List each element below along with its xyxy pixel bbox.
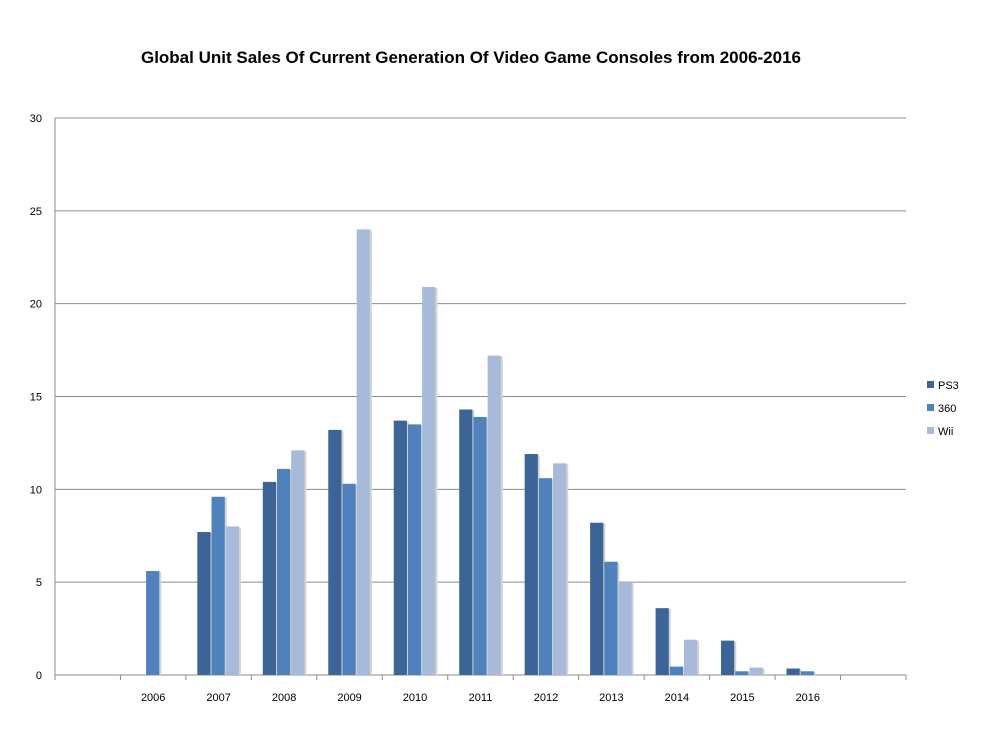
y-tick-label: 20 <box>30 299 42 311</box>
bar-wii-2015 <box>749 667 763 675</box>
legend-swatch-360 <box>927 404 934 411</box>
bar-ps3-2012 <box>524 454 538 675</box>
bar-360-2007 <box>211 496 225 675</box>
bar-ps3-2011 <box>459 409 473 675</box>
y-tick-label: 5 <box>36 577 42 589</box>
x-tick-label: 2008 <box>272 692 296 704</box>
y-tick-label: 10 <box>30 484 42 496</box>
x-tick-label: 2013 <box>599 692 623 704</box>
x-tick-label: 2016 <box>796 692 820 704</box>
bar-ps3-2007 <box>197 532 211 675</box>
bar-wii-2007 <box>225 526 239 675</box>
bar-360-2009 <box>342 483 356 675</box>
bar-wii-2010 <box>422 286 436 675</box>
bar-ps3-2009 <box>328 429 342 675</box>
bar-360-2013 <box>604 561 618 675</box>
y-tick-label: 15 <box>30 392 42 404</box>
x-tick-label: 2011 <box>469 692 493 704</box>
y-tick-label: 0 <box>36 670 42 682</box>
x-tick-label: 2012 <box>534 692 558 704</box>
x-tick-label: 2014 <box>665 692 689 704</box>
bar-ps3-2013 <box>590 522 604 675</box>
bar-ps3-2008 <box>262 481 277 675</box>
y-tick-label: 25 <box>30 206 42 218</box>
bar-360-2011 <box>473 416 487 675</box>
bar-360-2014 <box>669 666 683 675</box>
chart-title: Global Unit Sales Of Current Generation … <box>140 48 802 67</box>
bar-ps3-2010 <box>393 420 407 675</box>
legend-label-360: 360 <box>938 403 956 415</box>
bar-360-2006 <box>146 571 160 675</box>
legend-label-ps3: PS3 <box>938 380 959 392</box>
legend-swatch-wii <box>927 427 934 434</box>
legend-swatch-ps3 <box>927 381 934 388</box>
x-tick-label: 2015 <box>730 692 754 704</box>
bar-wii-2013 <box>618 582 632 675</box>
bar-ps3-2014 <box>655 608 669 675</box>
bar-wii-2012 <box>553 463 567 675</box>
x-tick-label: 2009 <box>337 692 361 704</box>
bar-360-2010 <box>407 424 422 675</box>
x-tick-label: 2010 <box>403 692 427 704</box>
legend-label-wii: Wii <box>938 426 953 438</box>
bar-360-2015 <box>735 671 749 675</box>
bar-360-2016 <box>800 671 814 675</box>
bar-360-2012 <box>538 478 553 675</box>
y-tick-label: 30 <box>30 113 42 125</box>
bar-360-2008 <box>277 468 291 675</box>
bar-wii-2011 <box>487 355 501 675</box>
bar-wii-2014 <box>683 639 698 675</box>
x-tick-label: 2006 <box>141 692 165 704</box>
bar-ps3-2015 <box>721 640 735 675</box>
bar-wii-2009 <box>356 229 370 675</box>
bar-ps3-2016 <box>786 668 800 675</box>
bar-wii-2008 <box>291 450 305 675</box>
x-tick-label: 2007 <box>206 692 230 704</box>
